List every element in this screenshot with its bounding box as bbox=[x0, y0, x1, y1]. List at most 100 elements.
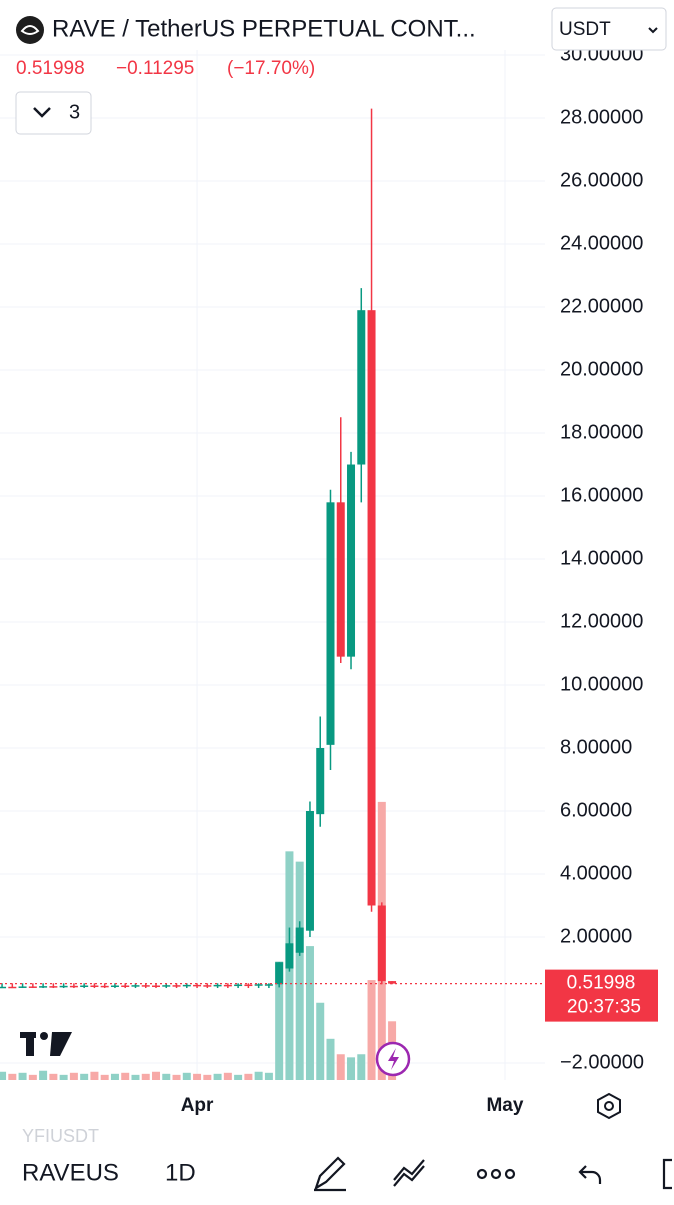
y-tick-label: 14.00000 bbox=[560, 547, 643, 569]
y-tick-label: 26.00000 bbox=[560, 169, 643, 191]
candle-body bbox=[234, 984, 243, 987]
candle-body bbox=[39, 986, 48, 988]
y-tick-label: 24.00000 bbox=[560, 232, 643, 254]
volume-bar bbox=[244, 1073, 253, 1080]
last-price: 0.51998 bbox=[16, 58, 85, 79]
candle-body bbox=[162, 985, 171, 987]
candle-body bbox=[295, 927, 304, 953]
candle-body bbox=[121, 985, 130, 988]
volume-bar bbox=[305, 946, 314, 1080]
more-menu[interactable] bbox=[476, 1168, 516, 1180]
candle-body bbox=[152, 985, 161, 988]
volume-bar bbox=[152, 1071, 161, 1080]
y-tick-label: 6.00000 bbox=[560, 799, 632, 821]
price-change: −0.11295 bbox=[116, 58, 194, 79]
candle-body bbox=[316, 748, 325, 815]
volume-bar bbox=[336, 1054, 345, 1080]
volume-bar bbox=[223, 1072, 232, 1080]
compare-symbol: YFIUSDT bbox=[22, 1126, 99, 1146]
volume-bar bbox=[110, 1073, 119, 1080]
candle-body bbox=[193, 984, 202, 987]
volume-bar bbox=[254, 1071, 263, 1080]
price-axis: −2.00000 2.00000 4.00000 6.00000 8.00000 10.0… bbox=[181, 43, 658, 1116]
indicator-tool[interactable] bbox=[393, 1159, 425, 1187]
volume-bar bbox=[295, 861, 304, 1080]
indicators-chevron bbox=[33, 107, 51, 118]
volume-bar bbox=[347, 1057, 356, 1080]
candle-body bbox=[347, 464, 356, 657]
y-tick-label: 18.00000 bbox=[560, 421, 643, 443]
x-tick-label: May bbox=[486, 1095, 523, 1116]
volume-bar bbox=[121, 1072, 130, 1080]
undo-button[interactable] bbox=[578, 1165, 602, 1184]
candle-body bbox=[254, 984, 263, 986]
y-tick-label: 12.00000 bbox=[560, 610, 643, 632]
volume-bar bbox=[18, 1072, 27, 1080]
symbol-title: RAVE / TetherUS PERPETUAL CONT... bbox=[52, 15, 476, 42]
plot-area bbox=[0, 50, 545, 1080]
candle-body bbox=[90, 985, 99, 988]
toolbar-symbol[interactable]: RAVEUS bbox=[22, 1159, 119, 1186]
tv-logo bbox=[20, 1032, 72, 1056]
toolbar-interval[interactable]: 1D bbox=[165, 1159, 196, 1186]
volume-bar bbox=[316, 1002, 325, 1080]
volume-bar bbox=[90, 1071, 99, 1080]
candle-body bbox=[367, 310, 376, 906]
volume-bar bbox=[275, 961, 284, 1080]
candle-body bbox=[223, 984, 232, 987]
candle-body bbox=[182, 984, 191, 987]
candle-body bbox=[285, 943, 294, 969]
last-price-tag bbox=[545, 969, 658, 1022]
volume-bar bbox=[100, 1074, 109, 1080]
y-tick-label: −2.00000 bbox=[560, 1051, 644, 1073]
volume-bar bbox=[182, 1072, 191, 1080]
currency-select[interactable] bbox=[551, 7, 667, 51]
candle-body bbox=[59, 985, 68, 988]
candle-body bbox=[244, 984, 253, 987]
settings-icon bbox=[604, 1101, 614, 1111]
draw-tool[interactable] bbox=[314, 1156, 346, 1192]
alert-icon bbox=[388, 1048, 399, 1070]
volume-bar bbox=[213, 1073, 222, 1080]
candle-body bbox=[275, 962, 284, 985]
volume-bar bbox=[162, 1073, 171, 1080]
candle-body bbox=[80, 985, 89, 988]
volume-bar bbox=[59, 1074, 68, 1080]
candle-body bbox=[388, 981, 397, 984]
candle-body bbox=[100, 985, 109, 988]
volume-bar bbox=[367, 980, 376, 1080]
volume-bar bbox=[28, 1074, 37, 1080]
indicator-count: 3 bbox=[69, 101, 80, 123]
candle-body bbox=[8, 986, 17, 989]
y-tick-label: 10.00000 bbox=[560, 673, 643, 695]
candle-body bbox=[172, 985, 181, 987]
volume-bar bbox=[264, 1072, 273, 1080]
volume-bar bbox=[234, 1074, 243, 1080]
candle-body bbox=[336, 502, 345, 657]
volume-bar bbox=[69, 1072, 78, 1080]
candle-body bbox=[18, 986, 27, 988]
last-price-label: 0.51998 bbox=[567, 973, 636, 994]
settings-button[interactable] bbox=[597, 1092, 621, 1120]
y-tick-label: 20.00000 bbox=[560, 358, 643, 380]
symbol-logo bbox=[16, 16, 44, 44]
y-tick-label: 16.00000 bbox=[560, 484, 643, 506]
y-tick-label: 22.00000 bbox=[560, 295, 643, 317]
candle-body bbox=[141, 985, 150, 987]
candle-body bbox=[131, 985, 140, 987]
candle-body bbox=[49, 986, 58, 988]
candle-body bbox=[203, 985, 212, 987]
volume-bar bbox=[39, 1070, 48, 1080]
candle-body bbox=[264, 984, 273, 986]
candle-body bbox=[213, 984, 222, 987]
candle-body bbox=[357, 310, 366, 465]
y-tick-label: 4.00000 bbox=[560, 862, 632, 884]
fullscreen-button[interactable] bbox=[662, 1158, 672, 1190]
volume-bar bbox=[141, 1073, 150, 1080]
volume-bar bbox=[357, 1054, 366, 1080]
y-tick-label: 8.00000 bbox=[560, 736, 632, 758]
indicators-toggle[interactable] bbox=[15, 91, 92, 135]
countdown-label: 20:37:35 bbox=[567, 997, 641, 1018]
logo-glyph bbox=[20, 25, 40, 35]
